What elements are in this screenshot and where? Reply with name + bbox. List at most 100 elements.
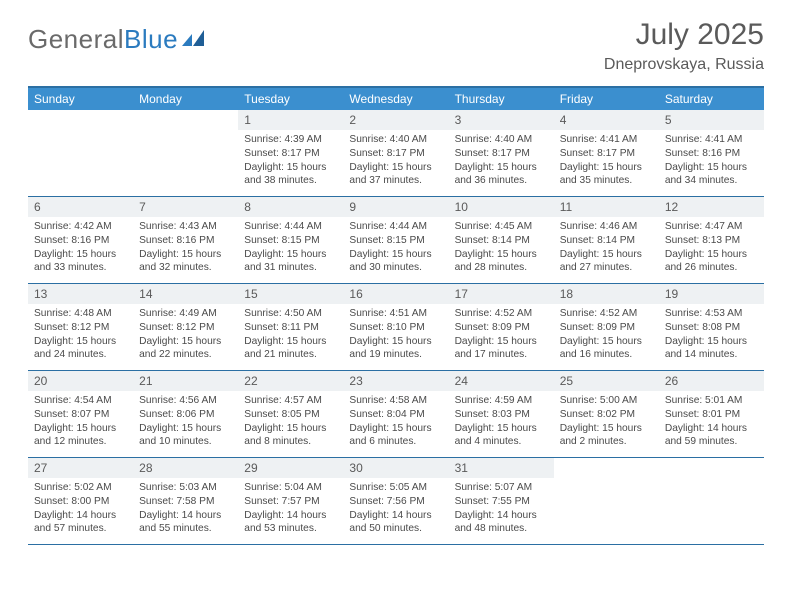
day-details: Sunrise: 4:59 AMSunset: 8:03 PMDaylight:… [449,394,554,449]
sunrise-text: Sunrise: 5:07 AM [455,481,548,495]
daylight-text: Daylight: 15 hours and 17 minutes. [455,335,548,363]
sunset-text: Sunset: 8:17 PM [455,147,548,161]
sunrise-text: Sunrise: 4:44 AM [349,220,442,234]
day-details: Sunrise: 4:53 AMSunset: 8:08 PMDaylight:… [659,307,764,362]
logo-mark-icon [182,24,208,55]
day-cell: 16 Sunrise: 4:51 AMSunset: 8:10 PMDayligh… [343,284,448,370]
day-cell: 29Sunrise: 5:04 AMSunset: 7:57 PMDayligh… [238,458,343,544]
sunrise-text: Sunrise: 5:01 AM [665,394,758,408]
day-details: Sunrise: 5:01 AMSunset: 8:01 PMDaylight:… [659,394,764,449]
day-details: Sunrise: 5:07 AMSunset: 7:55 PMDaylight:… [449,481,554,536]
day-cell [28,110,133,196]
day-cell: 23 Sunrise: 4:58 AMSunset: 8:04 PMDayligh… [343,371,448,457]
day-details: Sunrise: 4:41 AMSunset: 8:16 PMDaylight:… [659,133,764,188]
day-number: 4 [554,110,659,130]
day-details: Sunrise: 4:52 AMSunset: 8:09 PMDaylight:… [449,307,554,362]
sunrise-text: Sunrise: 4:44 AM [244,220,337,234]
daylight-text: Daylight: 15 hours and 10 minutes. [139,422,232,450]
day-number: 22 [238,371,343,391]
sunset-text: Sunset: 7:56 PM [349,495,442,509]
sunrise-text: Sunrise: 5:00 AM [560,394,653,408]
day-details: Sunrise: 4:58 AMSunset: 8:04 PMDaylight:… [343,394,448,449]
day-number: 1 [238,110,343,130]
day-details: Sunrise: 5:05 AMSunset: 7:56 PMDaylight:… [343,481,448,536]
daylight-text: Daylight: 14 hours and 48 minutes. [455,509,548,537]
sunset-text: Sunset: 8:09 PM [455,321,548,335]
title-location: Dneprovskaya, Russia [604,56,764,74]
sunrise-text: Sunrise: 4:50 AM [244,307,337,321]
day-number: 11 [554,197,659,217]
day-number: 24 [449,371,554,391]
sunset-text: Sunset: 8:15 PM [349,234,442,248]
day-cell: 15Sunrise: 4:50 AMSunset: 8:11 PMDayligh… [238,284,343,370]
daylight-text: Daylight: 15 hours and 36 minutes. [455,161,548,189]
sunrise-text: Sunrise: 4:40 AM [349,133,442,147]
day-number: 6 [28,197,133,217]
day-details: Sunrise: 4:44 AMSunset: 8:15 PMDaylight:… [238,220,343,275]
daylight-text: Daylight: 15 hours and 24 minutes. [34,335,127,363]
week-row: 27Sunrise: 5:02 AMSunset: 8:00 PMDayligh… [28,458,764,545]
sunset-text: Sunset: 8:09 PM [560,321,653,335]
day-cell: 13Sunrise: 4:48 AMSunset: 8:12 PMDayligh… [28,284,133,370]
day-number: 27 [28,458,133,478]
daylight-text: Daylight: 15 hours and 22 minutes. [139,335,232,363]
sunset-text: Sunset: 7:57 PM [244,495,337,509]
brand-logo: GeneralBlue [28,24,208,55]
sunrise-text: Sunrise: 4:49 AM [139,307,232,321]
dayhead-sat: Saturday [659,88,764,110]
day-number: 31 [449,458,554,478]
day-cell: 27 Sunrise: 5:02 AMSunset: 8:00 PMDayligh… [28,458,133,544]
sunrise-text: Sunrise: 4:41 AM [665,133,758,147]
day-cell: 24 Sunrise: 4:59 AMSunset: 8:03 PMDayligh… [449,371,554,457]
day-cell: 26Sunrise: 5:01 AMSunset: 8:01 PMDayligh… [659,371,764,457]
sunrise-text: Sunrise: 4:45 AM [455,220,548,234]
daylight-text: Daylight: 15 hours and 26 minutes. [665,248,758,276]
daylight-text: Daylight: 15 hours and 19 minutes. [349,335,442,363]
day-details: Sunrise: 5:04 AMSunset: 7:57 PMDaylight:… [238,481,343,536]
sunset-text: Sunset: 7:55 PM [455,495,548,509]
sunrise-text: Sunrise: 4:46 AM [560,220,653,234]
brand-part1: General [28,24,124,55]
day-number: 12 [659,197,764,217]
day-cell: 5 Sunrise: 4:41 AMSunset: 8:16 PMDaylight… [659,110,764,196]
sunset-text: Sunset: 8:17 PM [560,147,653,161]
sunrise-text: Sunrise: 5:02 AM [34,481,127,495]
day-number: 23 [343,371,448,391]
day-cell: 19Sunrise: 4:53 AMSunset: 8:08 PMDayligh… [659,284,764,370]
sunset-text: Sunset: 8:03 PM [455,408,548,422]
sunrise-text: Sunrise: 4:40 AM [455,133,548,147]
day-cell: 17Sunrise: 4:52 AMSunset: 8:09 PMDayligh… [449,284,554,370]
day-details: Sunrise: 4:41 AMSunset: 8:17 PMDaylight:… [554,133,659,188]
daylight-text: Daylight: 15 hours and 28 minutes. [455,248,548,276]
week-row: 1Sunrise: 4:39 AMSunset: 8:17 PMDaylight… [28,110,764,197]
day-number: 13 [28,284,133,304]
day-details: Sunrise: 4:51 AMSunset: 8:10 PMDaylight:… [343,307,448,362]
day-number: 16 [343,284,448,304]
day-number: 5 [659,110,764,130]
weeks-container: 1Sunrise: 4:39 AMSunset: 8:17 PMDaylight… [28,110,764,545]
day-cell: 9Sunrise: 4:44 AMSunset: 8:15 PMDaylight… [343,197,448,283]
sunset-text: Sunset: 8:04 PM [349,408,442,422]
daylight-text: Daylight: 14 hours and 59 minutes. [665,422,758,450]
sunset-text: Sunset: 8:16 PM [139,234,232,248]
day-cell: 12Sunrise: 4:47 AMSunset: 8:13 PMDayligh… [659,197,764,283]
day-number: 10 [449,197,554,217]
day-details: Sunrise: 5:03 AMSunset: 7:58 PMDaylight:… [133,481,238,536]
daylight-text: Daylight: 15 hours and 35 minutes. [560,161,653,189]
sunset-text: Sunset: 7:58 PM [139,495,232,509]
sunset-text: Sunset: 8:00 PM [34,495,127,509]
week-row: 20Sunrise: 4:54 AMSunset: 8:07 PMDayligh… [28,371,764,458]
day-cell [554,458,659,544]
dayhead-tue: Tuesday [238,88,343,110]
day-details: Sunrise: 5:00 AMSunset: 8:02 PMDaylight:… [554,394,659,449]
daylight-text: Daylight: 15 hours and 12 minutes. [34,422,127,450]
day-cell: 18Sunrise: 4:52 AMSunset: 8:09 PMDayligh… [554,284,659,370]
day-number: 18 [554,284,659,304]
day-cell: 10Sunrise: 4:45 AMSunset: 8:14 PMDayligh… [449,197,554,283]
sunrise-text: Sunrise: 4:54 AM [34,394,127,408]
daylight-text: Daylight: 14 hours and 57 minutes. [34,509,127,537]
title-month: July 2025 [604,18,764,52]
day-number: 30 [343,458,448,478]
sunrise-text: Sunrise: 5:05 AM [349,481,442,495]
day-number: 28 [133,458,238,478]
